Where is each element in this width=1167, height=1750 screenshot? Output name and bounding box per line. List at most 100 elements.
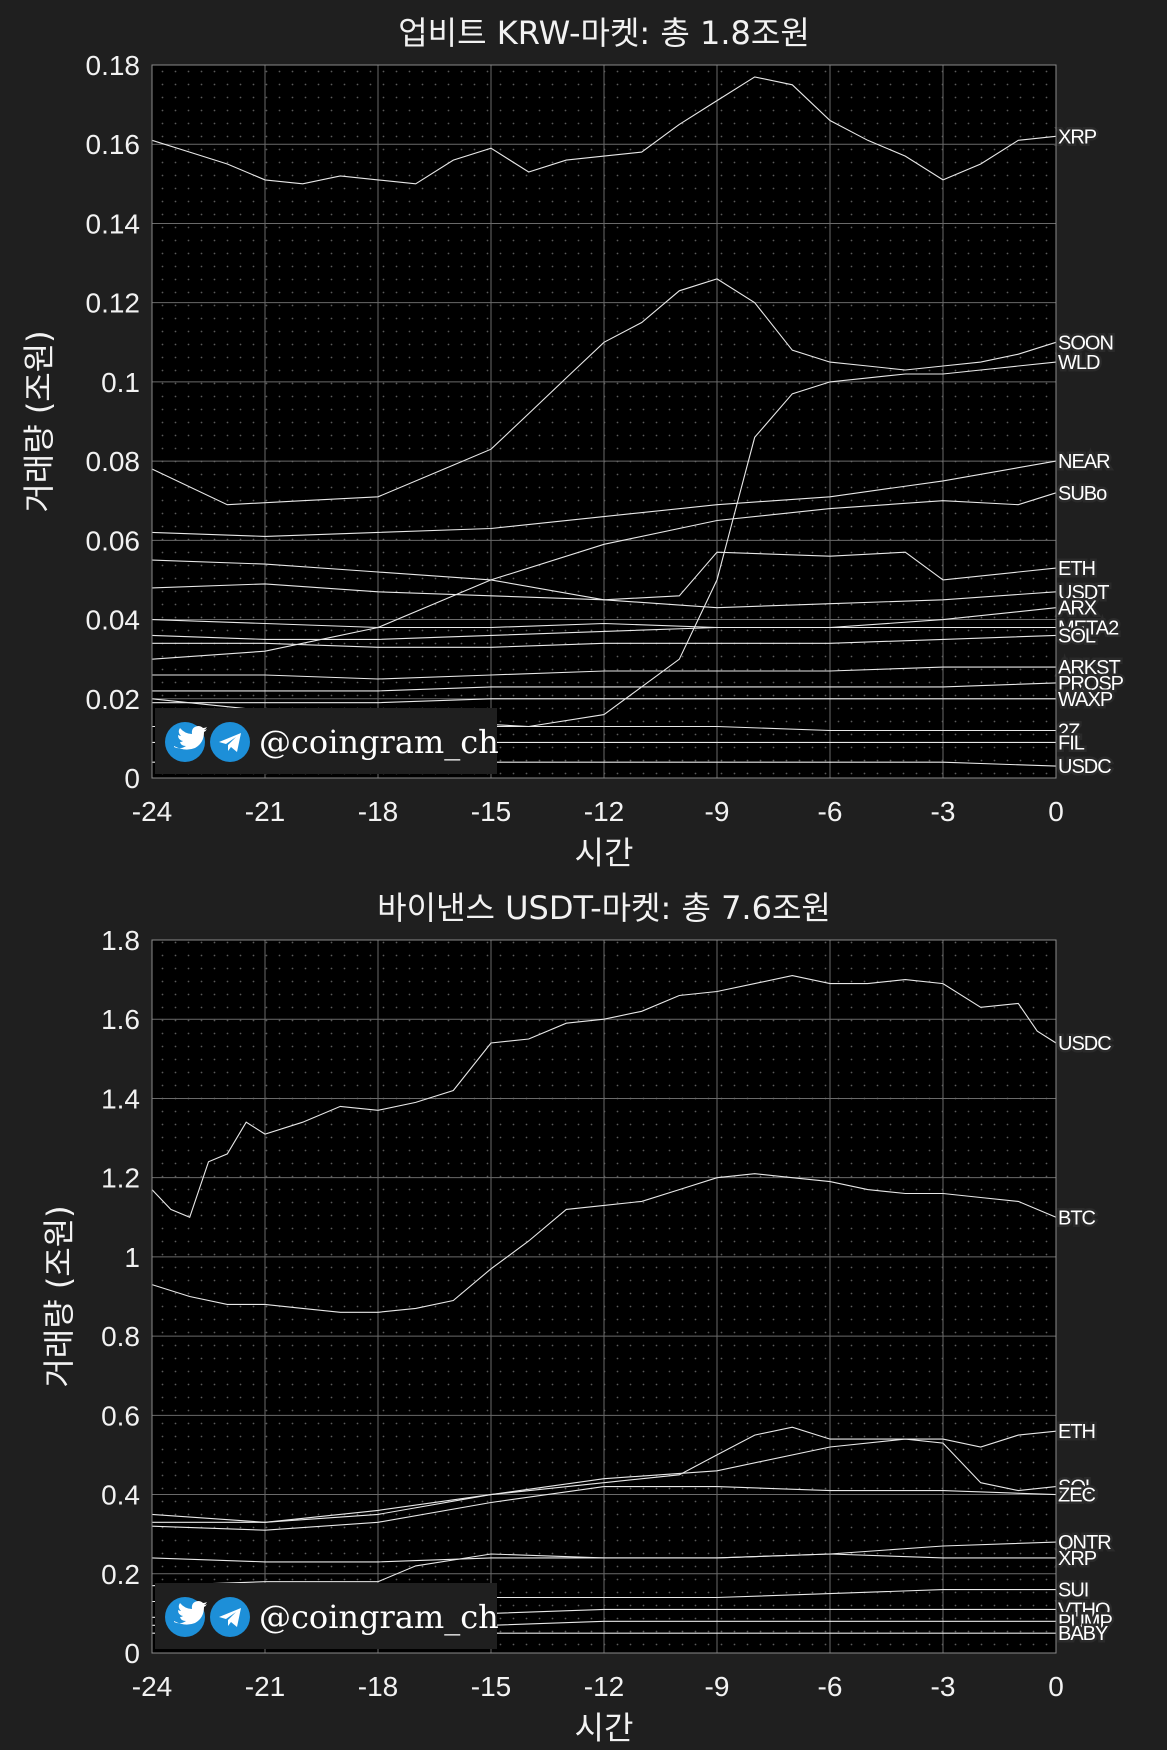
y-tick-label: 0.18 [86,50,141,81]
x-tick-label: -18 [358,1671,398,1702]
series-line-btc [151,1173,1057,1313]
series-line-eth [151,551,1057,601]
twitter-icon [165,722,207,762]
axes-frame [151,64,1057,779]
x-tick-label: -3 [931,1671,956,1702]
y-axis-label: 거래량 (조원) [20,330,58,512]
series-label-usdc: USDC [1058,756,1111,778]
series-label-prosp: PROSP [1058,673,1124,695]
series-label-waxp: WAXP [1058,689,1113,711]
series-label-usdc: USDC [1058,1033,1111,1055]
chart-title: 바이낸스 USDT-마켓: 총 7.6조원 [377,889,831,927]
y-tick-label: 1 [124,1242,140,1273]
x-tick-label: -6 [818,1671,843,1702]
y-tick-label: 0.4 [101,1480,140,1511]
series-label-sui: SUI [1058,1580,1088,1602]
watermark: @coingram_ch [155,1583,499,1649]
series-label-sol: SOL [1058,625,1096,647]
series-label-sol: SOL [1058,1477,1096,1499]
y-tick-label: 0.04 [86,605,141,636]
series-lines [151,76,1057,767]
y-tick-label: 0.12 [86,288,141,319]
y-tick-label: 1.6 [101,1004,140,1035]
series-label-btc: BTC [1058,1207,1096,1229]
y-tick-label: 1.2 [101,1163,140,1194]
x-tick-label: 0 [1048,796,1064,827]
y-tick-label: 0.16 [86,129,141,160]
series-line-sol [152,634,1057,648]
series-label-arkst: ARKST [1058,657,1120,679]
x-tick-label: -12 [584,1671,624,1702]
series-label-pump: PUMP [1058,1611,1112,1633]
series-line-prosp [152,682,1057,692]
x-tick-label: 0 [1048,1671,1064,1702]
series-label-baby: BABY [1058,1623,1108,1645]
y-tick-label: 0.2 [101,1559,140,1590]
series-label-wld: WLD [1058,352,1100,374]
series-label-xrp: XRP [1058,1548,1097,1570]
series-line-zec [151,1486,1057,1531]
x-tick-label: -21 [245,1671,285,1702]
y-tick-label: 0 [124,1638,140,1669]
x-tick-label: -3 [931,796,956,827]
series-line-meta2 [151,626,1056,640]
y-tick-label: 0.02 [86,684,141,715]
series-line-arx [151,607,1057,629]
y-tick-label: 0.8 [101,1321,140,1352]
x-tick-label: -21 [245,796,285,827]
series-label-meta2: META2 [1058,617,1119,639]
y-tick-label: 0.06 [86,525,141,556]
series-line-xrp [151,76,1057,185]
chart-title: 업비트 KRW-마켓: 총 1.8조원 [398,14,810,52]
series-label-fil: FIL [1058,732,1085,754]
x-tick-label: -15 [471,1671,511,1702]
series-label-subo: SUBo [1058,483,1107,505]
series-line-sol [151,1438,1057,1523]
series-line-arkst [152,666,1056,680]
y-tick-label: 0.6 [101,1400,140,1431]
y-tick-label: 0 [124,763,140,794]
series-line-usdc [151,975,1057,1219]
x-tick-label: -24 [132,1671,172,1702]
x-tick-label: -9 [705,1671,730,1702]
x-tick-label: -15 [471,796,511,827]
y-tick-label: 1.4 [101,1083,140,1114]
series-line-usdt [151,583,1057,609]
watermark-text: @coingram_ch [259,1598,499,1636]
series-line-near [151,460,1057,537]
twitter-icon [165,1597,207,1637]
series-label-2z: 2Z [1058,720,1080,742]
watermark: @coingram_ch [155,708,499,774]
axes-frame [151,939,1057,1654]
series-label-qntr: QNTR [1058,1532,1111,1554]
x-axis-label: 시간 [575,1709,634,1747]
series-line-soon [151,278,1057,506]
series-line-waxp [152,698,1056,704]
series-label-soon: SOON [1058,332,1113,354]
watermark-text: @coingram_ch [259,723,499,761]
series-label-eth: ETH [1058,1421,1095,1443]
series-label-zec: ZEC [1058,1485,1096,1507]
series-label-xrp: XRP [1058,126,1097,148]
series-label-usdt: USDT [1058,582,1109,604]
telegram-icon [210,722,250,762]
y-tick-label: 1.8 [101,925,140,956]
y-tick-label: 0.1 [101,367,140,398]
series-label-vtho: VTHO [1058,1599,1110,1621]
x-tick-label: -24 [132,796,172,827]
series-label-arx: ARX [1058,598,1097,620]
x-tick-label: -18 [358,796,398,827]
series-line-eth [152,1426,1057,1523]
y-axis-label: 거래량 (조원) [40,1205,78,1387]
telegram-icon [210,1597,250,1637]
y-tick-label: 0.14 [86,208,141,239]
y-tick-label: 0.08 [86,446,141,477]
series-line-xrp [151,1553,1056,1587]
series-label-near: NEAR [1058,451,1110,473]
x-tick-label: -12 [584,796,624,827]
